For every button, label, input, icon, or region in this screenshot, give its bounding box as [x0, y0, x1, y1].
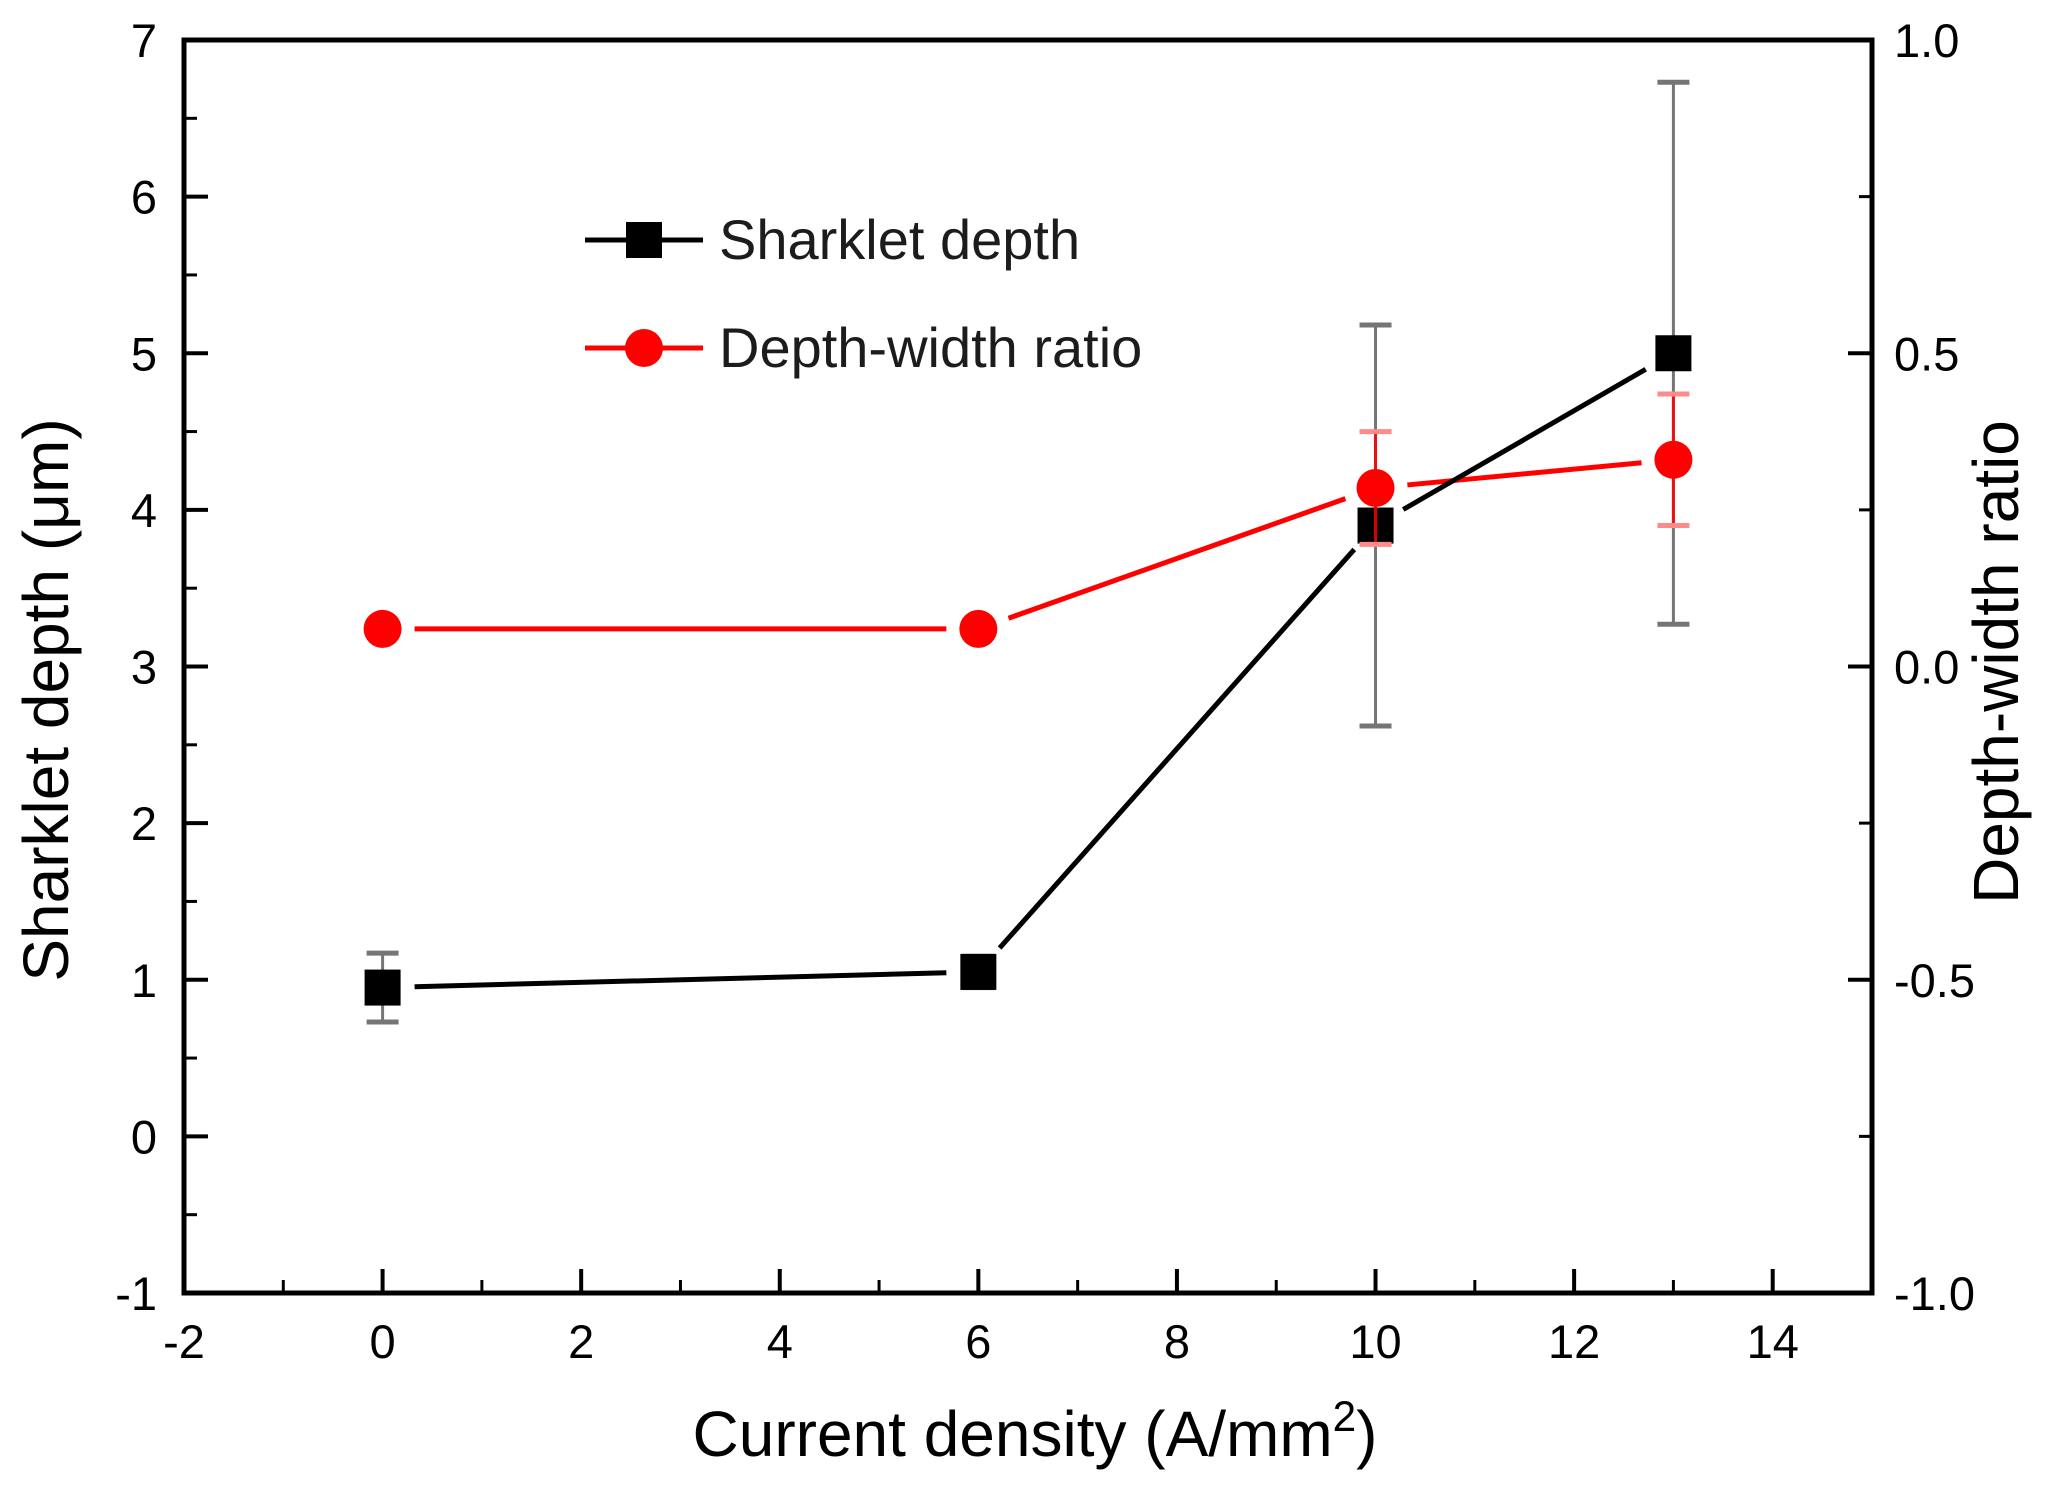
legend-square-marker-icon [626, 222, 662, 258]
data-point-sharklet-depth [960, 953, 997, 990]
left-y-tick-label: 3 [131, 641, 157, 694]
data-point-depth-width-ratio [363, 609, 402, 648]
left-y-tick-label: 2 [131, 797, 157, 850]
right-y-tick-label: -0.5 [1894, 954, 1975, 1007]
right-y-tick-label: 0.0 [1894, 641, 1959, 694]
left-y-tick-label: -1 [115, 1267, 157, 1320]
x-tick-label: 0 [370, 1315, 396, 1368]
right-y-tick-label: 1.0 [1894, 14, 1959, 67]
left-y-tick-label: 0 [131, 1110, 157, 1163]
data-point-depth-width-ratio [1356, 468, 1395, 507]
x-tick-label: -2 [163, 1315, 205, 1368]
sharklet-depth-line-segment [1401, 367, 1647, 512]
x-tick-label: 2 [568, 1315, 594, 1368]
right-y-axis-title: Depth-width ratio [1960, 420, 2032, 904]
left-y-axis-title: Sharklet depth (μm) [10, 418, 82, 982]
right-y-tick-label: -1.0 [1894, 1267, 1975, 1320]
depth-width-ratio-line-segment [1007, 496, 1347, 621]
legend-label-sharklet-depth: Sharklet depth [719, 208, 1081, 271]
legend-sample-sharklet-depth [585, 222, 703, 258]
left-y-tick-label: 7 [131, 14, 157, 67]
x-tick-label: 14 [1747, 1315, 1799, 1368]
left-y-tick-label: 1 [131, 954, 157, 1007]
depth-width-ratio-line-segment [1407, 460, 1642, 488]
sharklet-depth-line-segment [997, 547, 1357, 950]
x-axis-title-text: Current density (A/mm [692, 1398, 1333, 1471]
x-tick-label: 4 [767, 1315, 793, 1368]
x-tick-label: 10 [1349, 1315, 1401, 1368]
x-tick-label: 6 [965, 1315, 991, 1368]
data-point-depth-width-ratio [959, 609, 998, 648]
legend-sample-depth-width-ratio [585, 329, 703, 367]
x-axis-title: Current density (A/mm2) [693, 1393, 1378, 1471]
legend-circle-marker-icon [625, 329, 663, 367]
legend-item-depth-width-ratio: Depth-width ratio [585, 320, 1142, 376]
legend-item-sharklet-depth: Sharklet depth [585, 212, 1142, 268]
data-point-depth-width-ratio [1654, 440, 1693, 479]
sharklet-depth-line-segment [414, 970, 947, 990]
data-point-sharklet-depth [1655, 335, 1692, 372]
legend-label-depth-width-ratio: Depth-width ratio [719, 316, 1143, 379]
chart-legend: Sharklet depth Depth-width ratio [585, 212, 1142, 376]
left-y-tick-label: 4 [131, 484, 157, 537]
left-y-tick-label: 6 [131, 171, 157, 224]
x-tick-label: 12 [1548, 1315, 1600, 1368]
data-point-sharklet-depth [364, 969, 401, 1006]
left-y-tick-label: 5 [131, 327, 157, 380]
right-y-tick-label: 0.5 [1894, 327, 1959, 380]
x-tick-label: 8 [1164, 1315, 1190, 1368]
x-axis-title-superscript: 2 [1332, 1392, 1357, 1440]
x-axis-title-suffix: ) [1356, 1398, 1378, 1471]
